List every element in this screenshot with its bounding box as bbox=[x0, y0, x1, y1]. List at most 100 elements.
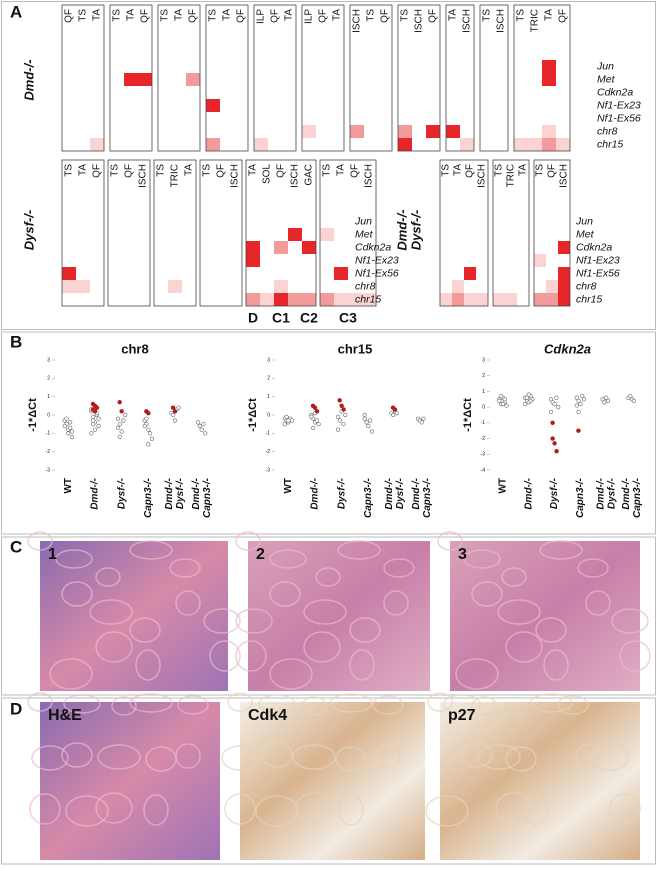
heat-box bbox=[533, 159, 571, 307]
data-point bbox=[631, 398, 636, 403]
heat-cell bbox=[464, 293, 476, 306]
data-point bbox=[69, 429, 75, 434]
fiber bbox=[269, 658, 313, 690]
fiber bbox=[269, 549, 307, 569]
column-label: TS bbox=[366, 9, 377, 22]
data-point bbox=[203, 431, 208, 436]
image-label: H&E bbox=[48, 707, 82, 724]
fiber bbox=[557, 695, 589, 715]
y-tick-label: -2 bbox=[266, 449, 271, 455]
column-label: ISCH bbox=[290, 164, 301, 188]
data-point bbox=[552, 401, 557, 407]
data-point bbox=[146, 427, 151, 432]
heat-cell bbox=[288, 228, 302, 241]
fiber bbox=[372, 695, 404, 715]
column-label: ISCH bbox=[559, 164, 570, 188]
fiber bbox=[619, 640, 651, 672]
highlight-point bbox=[576, 428, 581, 433]
group-label: Dmd-/- bbox=[595, 477, 606, 509]
heat-box bbox=[253, 4, 297, 152]
row-label: chr15 bbox=[597, 138, 623, 150]
y-tick-label: 0 bbox=[267, 412, 270, 418]
fiber bbox=[61, 742, 93, 768]
fiber bbox=[337, 540, 381, 560]
image-label: 3 bbox=[458, 546, 467, 563]
heat-box bbox=[301, 4, 345, 152]
column-label: TS bbox=[494, 164, 505, 177]
data-point bbox=[123, 412, 128, 418]
highlight-point bbox=[550, 436, 555, 441]
column-label: TS bbox=[400, 9, 411, 22]
column-label: QF bbox=[558, 9, 569, 23]
highlight-point bbox=[314, 409, 320, 414]
column-label: TA bbox=[174, 9, 185, 21]
data-point bbox=[289, 418, 295, 423]
group-label: Dmd-/- bbox=[90, 477, 101, 509]
highlight-point bbox=[550, 420, 555, 426]
fiber bbox=[461, 742, 493, 768]
heat-cell bbox=[534, 254, 546, 267]
heat-cell bbox=[558, 280, 570, 293]
fiber bbox=[95, 567, 121, 587]
data-point bbox=[504, 403, 509, 408]
data-point bbox=[576, 409, 581, 414]
column-label: TA bbox=[448, 9, 459, 21]
column-label: TS bbox=[156, 164, 167, 177]
data-point bbox=[337, 418, 342, 423]
fiber bbox=[338, 794, 364, 826]
column-label: TA bbox=[284, 9, 295, 21]
data-point bbox=[66, 431, 71, 436]
heat-cell bbox=[62, 280, 76, 293]
fiber bbox=[303, 631, 341, 663]
data-point bbox=[68, 420, 73, 425]
group-label: Dysf-/- bbox=[408, 210, 423, 250]
data-point bbox=[91, 414, 96, 419]
data-point bbox=[197, 423, 202, 429]
data-point bbox=[362, 412, 367, 418]
group-label: Dmd-/- bbox=[191, 477, 202, 509]
heat-box bbox=[319, 159, 377, 307]
fiber bbox=[335, 746, 367, 772]
row-label: chr8 bbox=[355, 280, 376, 292]
heat-cell bbox=[476, 293, 488, 306]
column-label: QF bbox=[276, 164, 287, 178]
column-label: TS bbox=[110, 164, 121, 177]
column-label: TA bbox=[336, 164, 347, 176]
data-point bbox=[524, 395, 530, 400]
row-label: chr15 bbox=[576, 293, 602, 305]
fiber bbox=[455, 658, 499, 690]
heat-box bbox=[205, 4, 249, 152]
fiber bbox=[111, 696, 137, 716]
group-label: Capn3-/- bbox=[632, 477, 643, 518]
column-label: QF bbox=[140, 9, 151, 23]
cluster-label: D bbox=[248, 310, 258, 326]
column-label: QF bbox=[547, 164, 558, 178]
heat-cell bbox=[274, 280, 288, 293]
data-point bbox=[68, 425, 73, 430]
data-point bbox=[366, 423, 371, 429]
row-label: chr8 bbox=[597, 125, 618, 137]
heat-cell bbox=[546, 293, 558, 306]
row-label: Nf1-Ex23 bbox=[355, 254, 399, 266]
data-point bbox=[96, 416, 101, 421]
data-point bbox=[314, 418, 319, 423]
data-point bbox=[117, 422, 122, 427]
column-label: ISCH bbox=[414, 9, 425, 33]
y-tick-label: 2 bbox=[482, 373, 485, 379]
data-point bbox=[369, 429, 375, 434]
image-label: p27 bbox=[448, 707, 476, 724]
highlight-point bbox=[312, 405, 318, 410]
micrograph bbox=[248, 541, 430, 691]
heat-box bbox=[61, 4, 105, 152]
y-tick-label: 3 bbox=[482, 357, 485, 363]
column-label: ISCH bbox=[138, 164, 149, 188]
heat-box bbox=[245, 159, 317, 307]
data-point bbox=[64, 416, 69, 421]
fiber bbox=[224, 793, 256, 825]
data-point bbox=[502, 397, 507, 402]
fiber bbox=[505, 746, 537, 772]
y-tick-label: -4 bbox=[481, 467, 486, 473]
fiber bbox=[425, 795, 469, 827]
y-tick-label: 0 bbox=[482, 404, 485, 410]
